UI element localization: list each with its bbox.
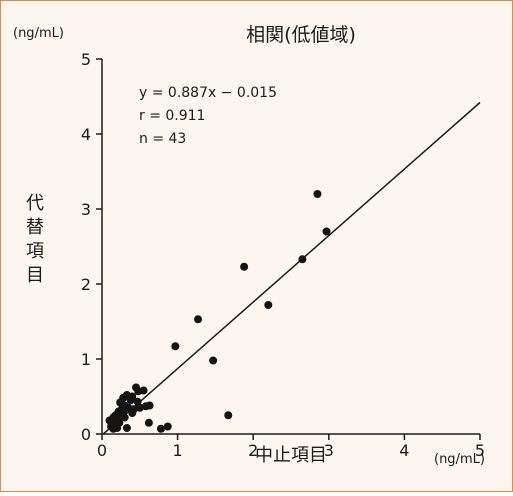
x-unit-label: (ng/mL) [434,452,485,467]
data-point [171,342,180,351]
annotation-block: y = 0.887x − 0.015 r = 0.911 n = 43 [139,85,277,147]
data-point [240,262,249,271]
x-tick-label: 2 [248,441,258,460]
data-point [322,227,331,236]
y-tick-label: 3 [81,200,91,219]
y-tick-label: 0 [81,425,91,444]
data-point [224,411,233,420]
y-tick-label: 5 [81,50,91,69]
x-tick-label: 5 [475,441,485,460]
data-point [128,409,137,417]
equation-annotation: y = 0.887x − 0.015 [139,85,277,101]
x-tick-label: 4 [399,441,409,460]
correlation-annotation: r = 0.911 [139,108,205,124]
data-point [144,418,153,427]
y-axis-title: 代替項目 [26,193,44,286]
x-tick-label: 0 [97,441,107,460]
plot-area: 0 1 2 3 4 5 0 1 2 3 4 5 [81,50,485,460]
y-tick-label: 4 [81,125,91,144]
data-point [313,190,322,198]
data-point [120,413,129,422]
data-point [145,401,154,410]
data-point [298,255,307,264]
data-point [209,356,218,365]
x-tick-label: 1 [173,441,183,460]
data-point [122,424,131,432]
data-point [128,392,137,401]
y-unit-label: (ng/mL) [13,26,64,41]
count-annotation: n = 43 [139,131,186,147]
data-point [194,315,203,324]
x-axis-title: 中止項目 [255,445,327,466]
data-point [163,422,172,431]
y-tick-label: 1 [81,350,91,369]
y-tick-label: 2 [81,275,91,294]
data-point [133,397,142,406]
regression-line [102,101,481,435]
data-point [156,424,165,433]
data-point [139,386,148,395]
data-point [135,403,144,412]
x-tick-label: 3 [324,441,334,460]
data-point [264,301,273,309]
chart-title: 相関(低値域) [246,24,356,46]
